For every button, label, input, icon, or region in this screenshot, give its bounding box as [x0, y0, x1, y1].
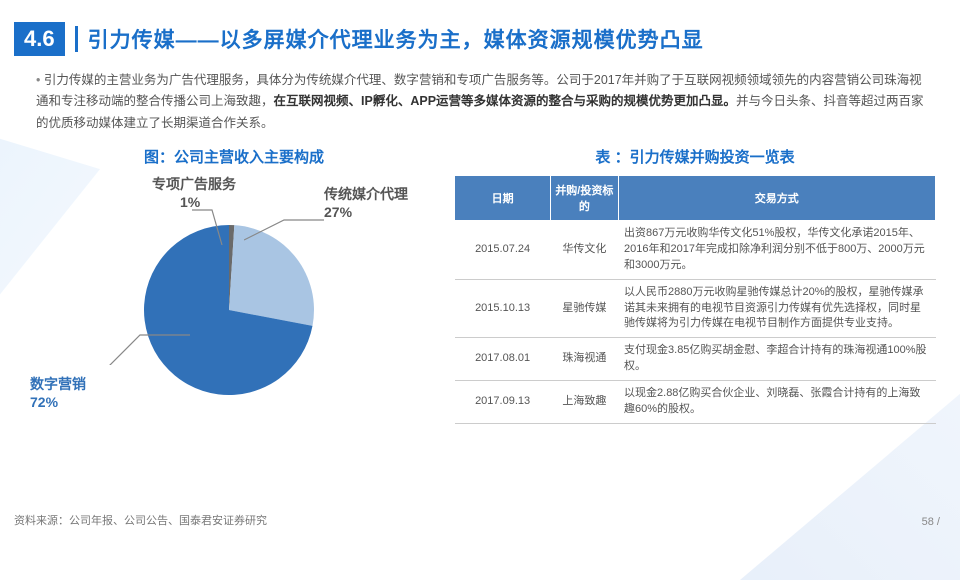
source-text: 资料来源：公司年报、公司公告、国泰君安证券研究	[14, 512, 267, 528]
section-number: 4.6	[14, 22, 65, 56]
table-title: 表 ：引力传媒并购投资一览表	[454, 146, 936, 167]
col-target: 并购/投资标的	[551, 175, 618, 220]
table-cell: 以人民币2880万元收购星驰传媒总计20%的股权，星驰传媒承诺其未来拥有的电视节…	[618, 279, 935, 338]
table-cell: 2015.10.13	[455, 279, 551, 338]
pie-pct-0: 72%	[30, 394, 58, 410]
description-paragraph: • 引力传媒的主营业务为广告代理服务，具体分为传统媒介代理、数字营销和专项广告服…	[0, 56, 960, 134]
col-date: 日期	[455, 175, 551, 220]
header-divider	[75, 26, 78, 52]
chart-title: 图：公司主营收入主要构成	[24, 146, 444, 167]
desc-bold: 在互联网视频、IP孵化、APP运营等多媒体资源的整合与采购的规模优势更加凸显。	[274, 94, 737, 108]
table-row: 2015.10.13星驰传媒以人民币2880万元收购星驰传媒总计20%的股权，星…	[455, 279, 936, 338]
acquisitions-table: 日期 并购/投资标的 交易方式 2015.07.24华传文化出资867万元收购华…	[454, 175, 936, 424]
table-cell: 以现金2.88亿购买合伙企业、刘晓磊、张霞合计持有的上海致趣60%的股权。	[618, 381, 935, 424]
table-cell: 出资867万元收购华传文化51%股权，华传文化承诺2015年、2016年和201…	[618, 220, 935, 279]
bullet-icon: •	[36, 73, 44, 87]
table-cell: 支付现金3.85亿购买胡金慰、李超合计持有的珠海视通100%股权。	[618, 338, 935, 381]
table-row: 2017.09.13上海致趣以现金2.88亿购买合伙企业、刘晓磊、张霞合计持有的…	[455, 381, 936, 424]
table-cell: 华传文化	[551, 220, 618, 279]
table-cell: 2015.07.24	[455, 220, 551, 279]
table-row: 2015.07.24华传文化出资867万元收购华传文化51%股权，华传文化承诺2…	[455, 220, 936, 279]
table-header-row: 日期 并购/投资标的 交易方式	[455, 175, 936, 220]
table-cell: 2017.08.01	[455, 338, 551, 381]
slide-title: 引力传媒——以多屏媒介代理业务为主，媒体资源规模优势凸显	[88, 24, 704, 54]
page-number: 58 /	[922, 516, 940, 528]
table-cell: 星驰传媒	[551, 279, 618, 338]
table-cell: 2017.09.13	[455, 381, 551, 424]
pie-label-traditional: 传统媒介代理 27%	[324, 185, 408, 221]
table-row: 2017.08.01珠海视通支付现金3.85亿购买胡金慰、李超合计持有的珠海视通…	[455, 338, 936, 381]
slide-header: 4.6 引力传媒——以多屏媒介代理业务为主，媒体资源规模优势凸显	[0, 0, 960, 56]
col-method: 交易方式	[618, 175, 935, 220]
pie-label-special: 专项广告服务 1%	[152, 175, 236, 211]
table-cell: 珠海视通	[551, 338, 618, 381]
pie-chart: 数字营销 72% 传统媒介代理 27% 专项广告服务 1%	[24, 175, 444, 435]
pie-label-digital: 数字营销 72%	[30, 375, 86, 411]
table-cell: 上海致趣	[551, 381, 618, 424]
